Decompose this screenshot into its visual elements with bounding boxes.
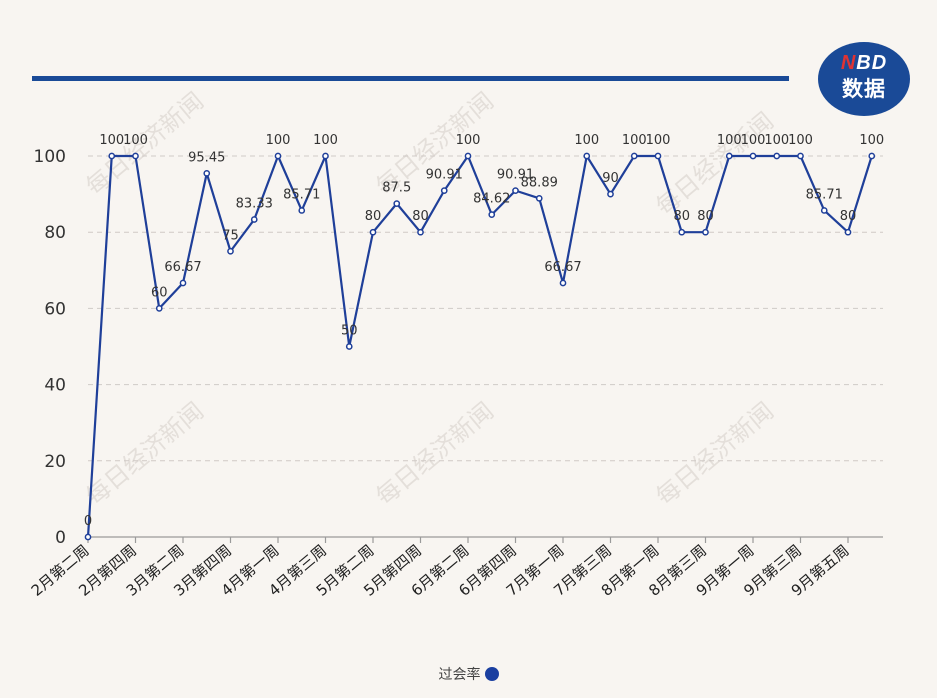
data-label: 100 <box>741 133 766 148</box>
data-label: 66.67 <box>544 260 581 275</box>
data-label: 0 <box>84 514 92 529</box>
y-tick-label: 20 <box>44 452 66 472</box>
data-point <box>820 207 828 214</box>
data-point <box>250 216 258 223</box>
data-point <box>132 152 139 160</box>
data-label: 84.62 <box>473 192 510 207</box>
series-line <box>86 154 873 538</box>
data-label: 85.71 <box>806 187 843 202</box>
data-label: 80 <box>673 209 690 224</box>
data-labels: 01001006066.6795.457583.3310085.71100508… <box>84 133 884 529</box>
x-axis: 2月第二周2月第四周3月第二周3月第四周4月第一周4月第三周5月第二周5月第四周… <box>28 536 883 600</box>
data-label: 60 <box>151 285 168 300</box>
data-point <box>488 211 496 218</box>
y-tick-label: 60 <box>44 299 66 319</box>
data-point <box>298 207 306 214</box>
data-point <box>108 152 116 160</box>
watermark-text: 每日经济新闻 <box>371 397 499 511</box>
y-tick-label: 80 <box>44 223 66 243</box>
data-label: 87.5 <box>382 181 411 196</box>
data-label: 75 <box>222 228 239 243</box>
data-point <box>440 187 448 194</box>
data-label: 100 <box>266 133 291 148</box>
data-label: 88.89 <box>521 175 558 190</box>
data-point <box>227 247 234 255</box>
data-point <box>797 152 804 160</box>
data-point <box>749 152 757 160</box>
data-label: 100 <box>646 133 671 148</box>
data-point <box>868 152 876 160</box>
data-label: 80 <box>365 209 382 224</box>
data-label: 100 <box>622 133 647 148</box>
data-point <box>702 228 709 236</box>
data-label: 80 <box>840 209 857 224</box>
data-label: 100 <box>456 133 481 148</box>
data-point <box>155 305 163 312</box>
data-label: 66.67 <box>164 260 201 275</box>
data-point <box>322 152 329 160</box>
legend-label: 过会率 <box>438 667 481 683</box>
data-point <box>393 200 401 207</box>
data-point <box>512 187 519 194</box>
data-label: 100 <box>764 133 789 148</box>
data-point <box>274 152 282 160</box>
data-label: 90 <box>602 171 619 186</box>
data-point <box>464 152 472 160</box>
data-point <box>773 152 781 160</box>
data-point <box>417 228 424 236</box>
data-label: 50 <box>341 324 358 339</box>
data-label: 100 <box>574 133 599 148</box>
data-point <box>678 228 686 236</box>
data-point <box>654 152 662 160</box>
watermark-text: 每日经济新闻 <box>651 397 779 511</box>
gridlines <box>88 155 883 462</box>
data-point <box>630 152 638 160</box>
data-label: 90.91 <box>497 168 534 183</box>
data-point <box>725 152 733 160</box>
data-label: 90.91 <box>426 168 463 183</box>
y-tick-label: 40 <box>44 376 66 396</box>
data-point <box>369 228 377 236</box>
data-point <box>179 279 187 287</box>
data-point <box>535 194 543 202</box>
data-label: 95.45 <box>188 150 225 165</box>
y-tick-label: 100 <box>34 147 66 167</box>
data-point <box>844 228 852 236</box>
series-guohuilv <box>84 152 876 541</box>
data-label: 100 <box>123 133 148 148</box>
data-label: 83.33 <box>236 197 273 212</box>
data-point <box>583 152 591 160</box>
data-point <box>559 279 567 287</box>
nbd-logo: NBD 数据 <box>818 42 910 116</box>
header-accent-bar <box>32 76 789 81</box>
data-label: 80 <box>412 209 429 224</box>
legend: 过会率 <box>0 664 937 684</box>
data-label: 80 <box>697 209 714 224</box>
data-point <box>84 533 92 541</box>
data-point <box>203 169 211 177</box>
y-axis-ticks: 0 20 40 60 80 100 <box>34 147 66 548</box>
data-label: 100 <box>717 133 742 148</box>
data-label: 100 <box>788 133 813 148</box>
legend-marker <box>484 667 499 681</box>
data-point <box>345 343 353 350</box>
data-label: 100 <box>859 133 884 148</box>
data-point <box>607 190 614 198</box>
watermark-text: 每日经济新闻 <box>81 397 209 511</box>
y-tick-label: 0 <box>55 528 66 548</box>
data-label: 85.71 <box>283 187 320 202</box>
data-label: 100 <box>99 133 124 148</box>
data-label: 100 <box>313 133 338 148</box>
